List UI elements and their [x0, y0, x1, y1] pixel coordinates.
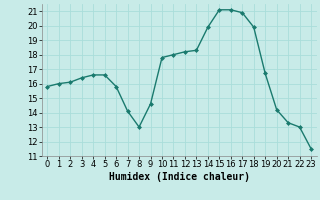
X-axis label: Humidex (Indice chaleur): Humidex (Indice chaleur)	[109, 172, 250, 182]
